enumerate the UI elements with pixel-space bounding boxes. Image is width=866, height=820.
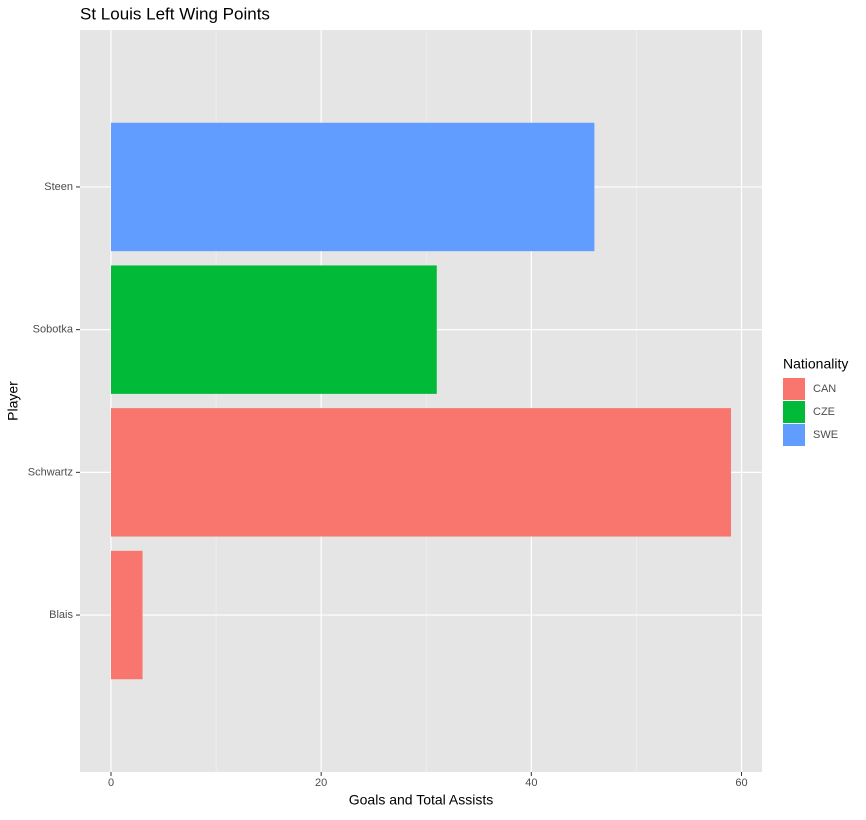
y-axis-title: Player: [5, 381, 21, 421]
legend-label: CZE: [813, 406, 835, 418]
y-tick-label: Steen: [44, 181, 73, 193]
bar: [111, 550, 143, 680]
legend-label: SWE: [813, 429, 838, 441]
x-tick-label: 40: [525, 777, 537, 789]
legend-key: [783, 401, 805, 423]
bar: [111, 408, 731, 537]
bar: [111, 122, 595, 252]
y-tick-label: Schwartz: [28, 466, 73, 478]
y-tick-label: Sobotka: [33, 324, 74, 336]
legend-key: [783, 424, 805, 446]
x-tick-label: 20: [315, 777, 327, 789]
x-tick-label: 0: [108, 777, 114, 789]
legend-title: Nationality: [783, 356, 848, 372]
y-tick-label: Blais: [49, 609, 73, 621]
x-tick-label: 60: [735, 777, 747, 789]
legend-key: [783, 378, 805, 400]
chart-title: St Louis Left Wing Points: [80, 4, 270, 23]
x-axis-title: Goals and Total Assists: [349, 792, 493, 808]
legend-label: CAN: [813, 383, 836, 395]
bar: [111, 265, 437, 394]
